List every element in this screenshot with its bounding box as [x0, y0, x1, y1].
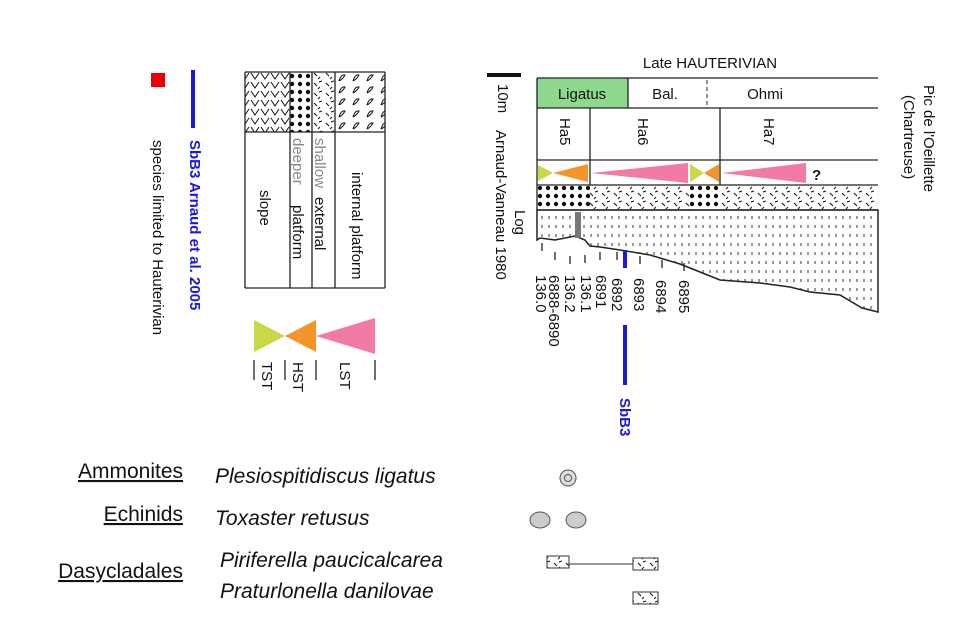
pattern-deeper [290, 72, 312, 132]
red-marker [151, 73, 165, 87]
sample-label: 6895 [675, 280, 692, 313]
sample-label: 6892 [608, 278, 625, 311]
facies-label: internal platform [348, 172, 365, 280]
zone-label: Bal. [652, 86, 678, 103]
species-name: Toxaster retusus [215, 507, 370, 530]
group-name: Dasycladales [58, 560, 183, 583]
group-name: Echinids [104, 503, 183, 526]
facies-label: deeper [289, 138, 306, 185]
log-shade [575, 212, 581, 238]
facies-band [720, 186, 878, 209]
diagram: species limited to Hauterivian SbB3 Arna… [0, 0, 953, 619]
uncertain-mark: ? [812, 167, 821, 184]
sample-label: 136.2 [561, 275, 578, 313]
sample-label: 6891 [592, 275, 609, 308]
pattern-internal [335, 72, 385, 132]
dasycladale-icon [547, 556, 569, 568]
zone-label: Ligatus [558, 86, 606, 103]
locality: Pic de l'Oeillette [920, 85, 937, 192]
locality: (Chartreuse) [900, 95, 917, 179]
blue-legend: SbB3 Arnaud et al. 2005 [186, 140, 203, 310]
group-name: Ammonites [78, 460, 183, 483]
red-legend: species limited to Hauterivian [149, 140, 166, 335]
species-name: Piriferella paucicalcarea [220, 549, 443, 572]
dasycladale-icon [633, 558, 658, 570]
sequence-label: Ha6 [634, 118, 651, 146]
log-label: Log [511, 210, 528, 235]
scale-bar [487, 73, 521, 77]
sample-label: 6888-6890 [545, 275, 562, 347]
dasycladale-icon [633, 592, 658, 604]
facies-band [590, 186, 690, 209]
species-name: Praturlonella danilovae [220, 580, 434, 603]
tract-label: HST [289, 362, 306, 392]
facies-label: external [311, 197, 328, 250]
page: species limited to Hauterivian SbB3 Arna… [0, 0, 953, 619]
sample-label: 6894 [652, 280, 669, 313]
echinid-icon [566, 512, 586, 528]
sequence-label: Ha5 [556, 118, 573, 146]
facies-label: shallow [311, 138, 328, 188]
sbb3-label: SbB3 [616, 398, 633, 436]
facies-band [537, 186, 590, 209]
log-label: Arnaud-Vanneau 1980 [492, 130, 509, 280]
zone-label: Ohmi [747, 86, 783, 103]
pattern-shallow [312, 72, 335, 132]
facies-band [690, 186, 720, 209]
pattern-slope [245, 72, 290, 132]
sequence-label: Ha7 [760, 118, 777, 146]
facies-label: platform [289, 205, 306, 259]
background [0, 0, 953, 619]
ammonite-icon [560, 470, 576, 486]
species-name: Plesiospitidiscus ligatus [215, 465, 436, 488]
tract-label: TST [258, 362, 275, 390]
tract-label: LST [336, 362, 353, 390]
title: Late HAUTERIVIAN [643, 55, 777, 72]
sample-label: 6893 [630, 278, 647, 311]
echinid-icon [530, 512, 550, 528]
scale-label: 10m [494, 84, 511, 113]
facies-label: slope [256, 190, 273, 226]
sample-label: 136.1 [577, 275, 594, 313]
